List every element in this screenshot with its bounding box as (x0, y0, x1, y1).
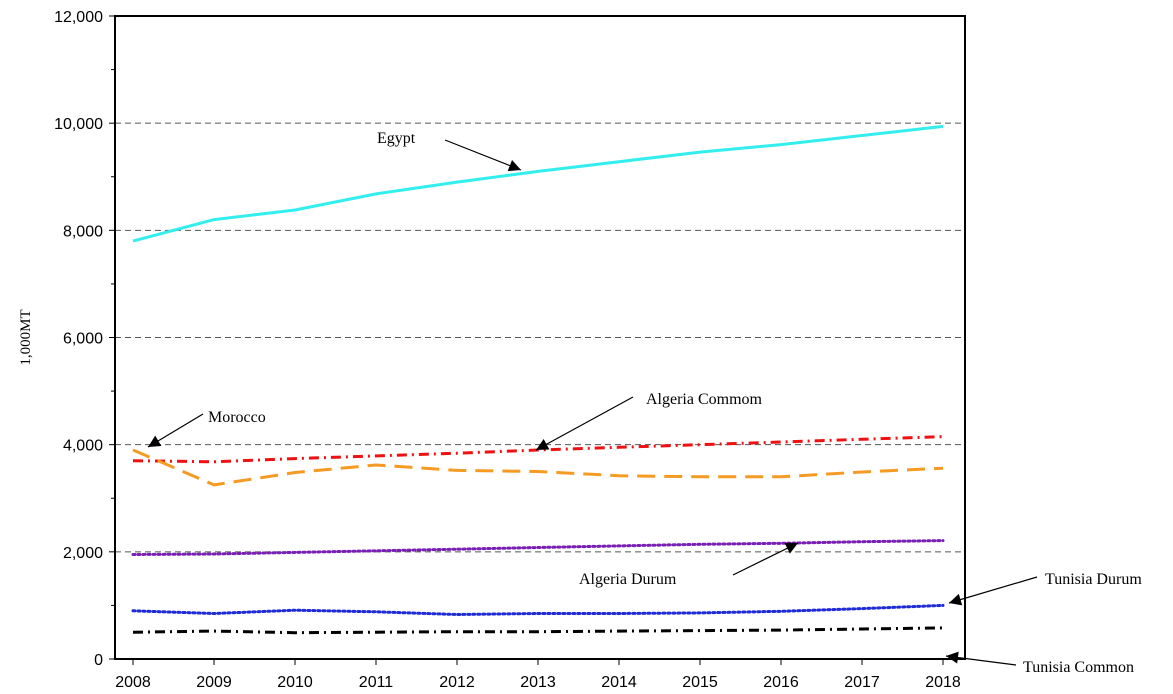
annotation-label-egypt: Egypt (377, 130, 416, 147)
y-tick-label: 4,000 (63, 438, 103, 455)
annotation-arrow-algeria-durum (732, 542, 799, 576)
x-tick-label: 2013 (520, 674, 556, 691)
annotation-arrow-morocco (147, 413, 204, 448)
y-tick-label: 8,000 (63, 223, 103, 240)
y-tick-label: 0 (94, 652, 103, 669)
annotation-label-tunisia-durum: Tunisia Durum (1045, 571, 1142, 588)
annotation-arrow-egypt (444, 139, 522, 172)
series-line-morocco (132, 448, 944, 487)
series-line-tunisia-durum (131, 603, 945, 616)
x-tick-label: 2016 (763, 674, 799, 691)
x-tick-label: 2008 (115, 674, 151, 691)
y-tick-label: 10,000 (54, 116, 103, 133)
x-tick-label: 2015 (682, 674, 718, 691)
series-line-tunisia-common (132, 626, 944, 635)
y-tick-label: 6,000 (63, 331, 103, 348)
x-axis-ticks: 2008 2009 2010 2011 2012 2013 2014 2015 2016 2017… (115, 659, 961, 691)
annotation-arrow-tunisia-durum (948, 576, 1038, 606)
annotation-label-morocco: Morocco (208, 409, 266, 426)
annotations: Egypt Morocco Algeria Commom Algeria Durum T… (147, 130, 1142, 676)
annotation-label-algeria-commom: Algeria Commom (646, 391, 763, 408)
y-tick-label: 2,000 (63, 545, 103, 562)
x-tick-label: 2014 (601, 674, 637, 691)
x-tick-label: 2012 (439, 674, 475, 691)
x-tick-label: 2010 (277, 674, 313, 691)
plot-frame (114, 15, 966, 660)
y-axis-ticks: 0 2,000 4,000 6,000 8,000 10,000 12,000 (54, 9, 115, 669)
series-line-algeria-commom (132, 435, 944, 464)
x-tick-label: 2009 (196, 674, 232, 691)
series-line-algeria-durum (131, 539, 945, 556)
y-axis-label: 1,000MT (18, 309, 34, 365)
x-tick-label: 2018 (925, 674, 961, 691)
grid-lines (115, 122, 965, 553)
annotation-arrow-algeria-commom (535, 396, 634, 451)
x-tick-label: 2011 (359, 674, 394, 691)
series-lines (131, 124, 945, 635)
series-line-egypt (132, 124, 944, 243)
annotation-label-algeria-durum: Algeria Durum (579, 571, 677, 588)
y-tick-label: 12,000 (54, 9, 103, 26)
x-tick-label: 2017 (844, 674, 880, 691)
annotation-label-tunisia-common: Tunisia Common (1023, 659, 1134, 676)
annotation-arrow-tunisia-common (945, 651, 1017, 666)
